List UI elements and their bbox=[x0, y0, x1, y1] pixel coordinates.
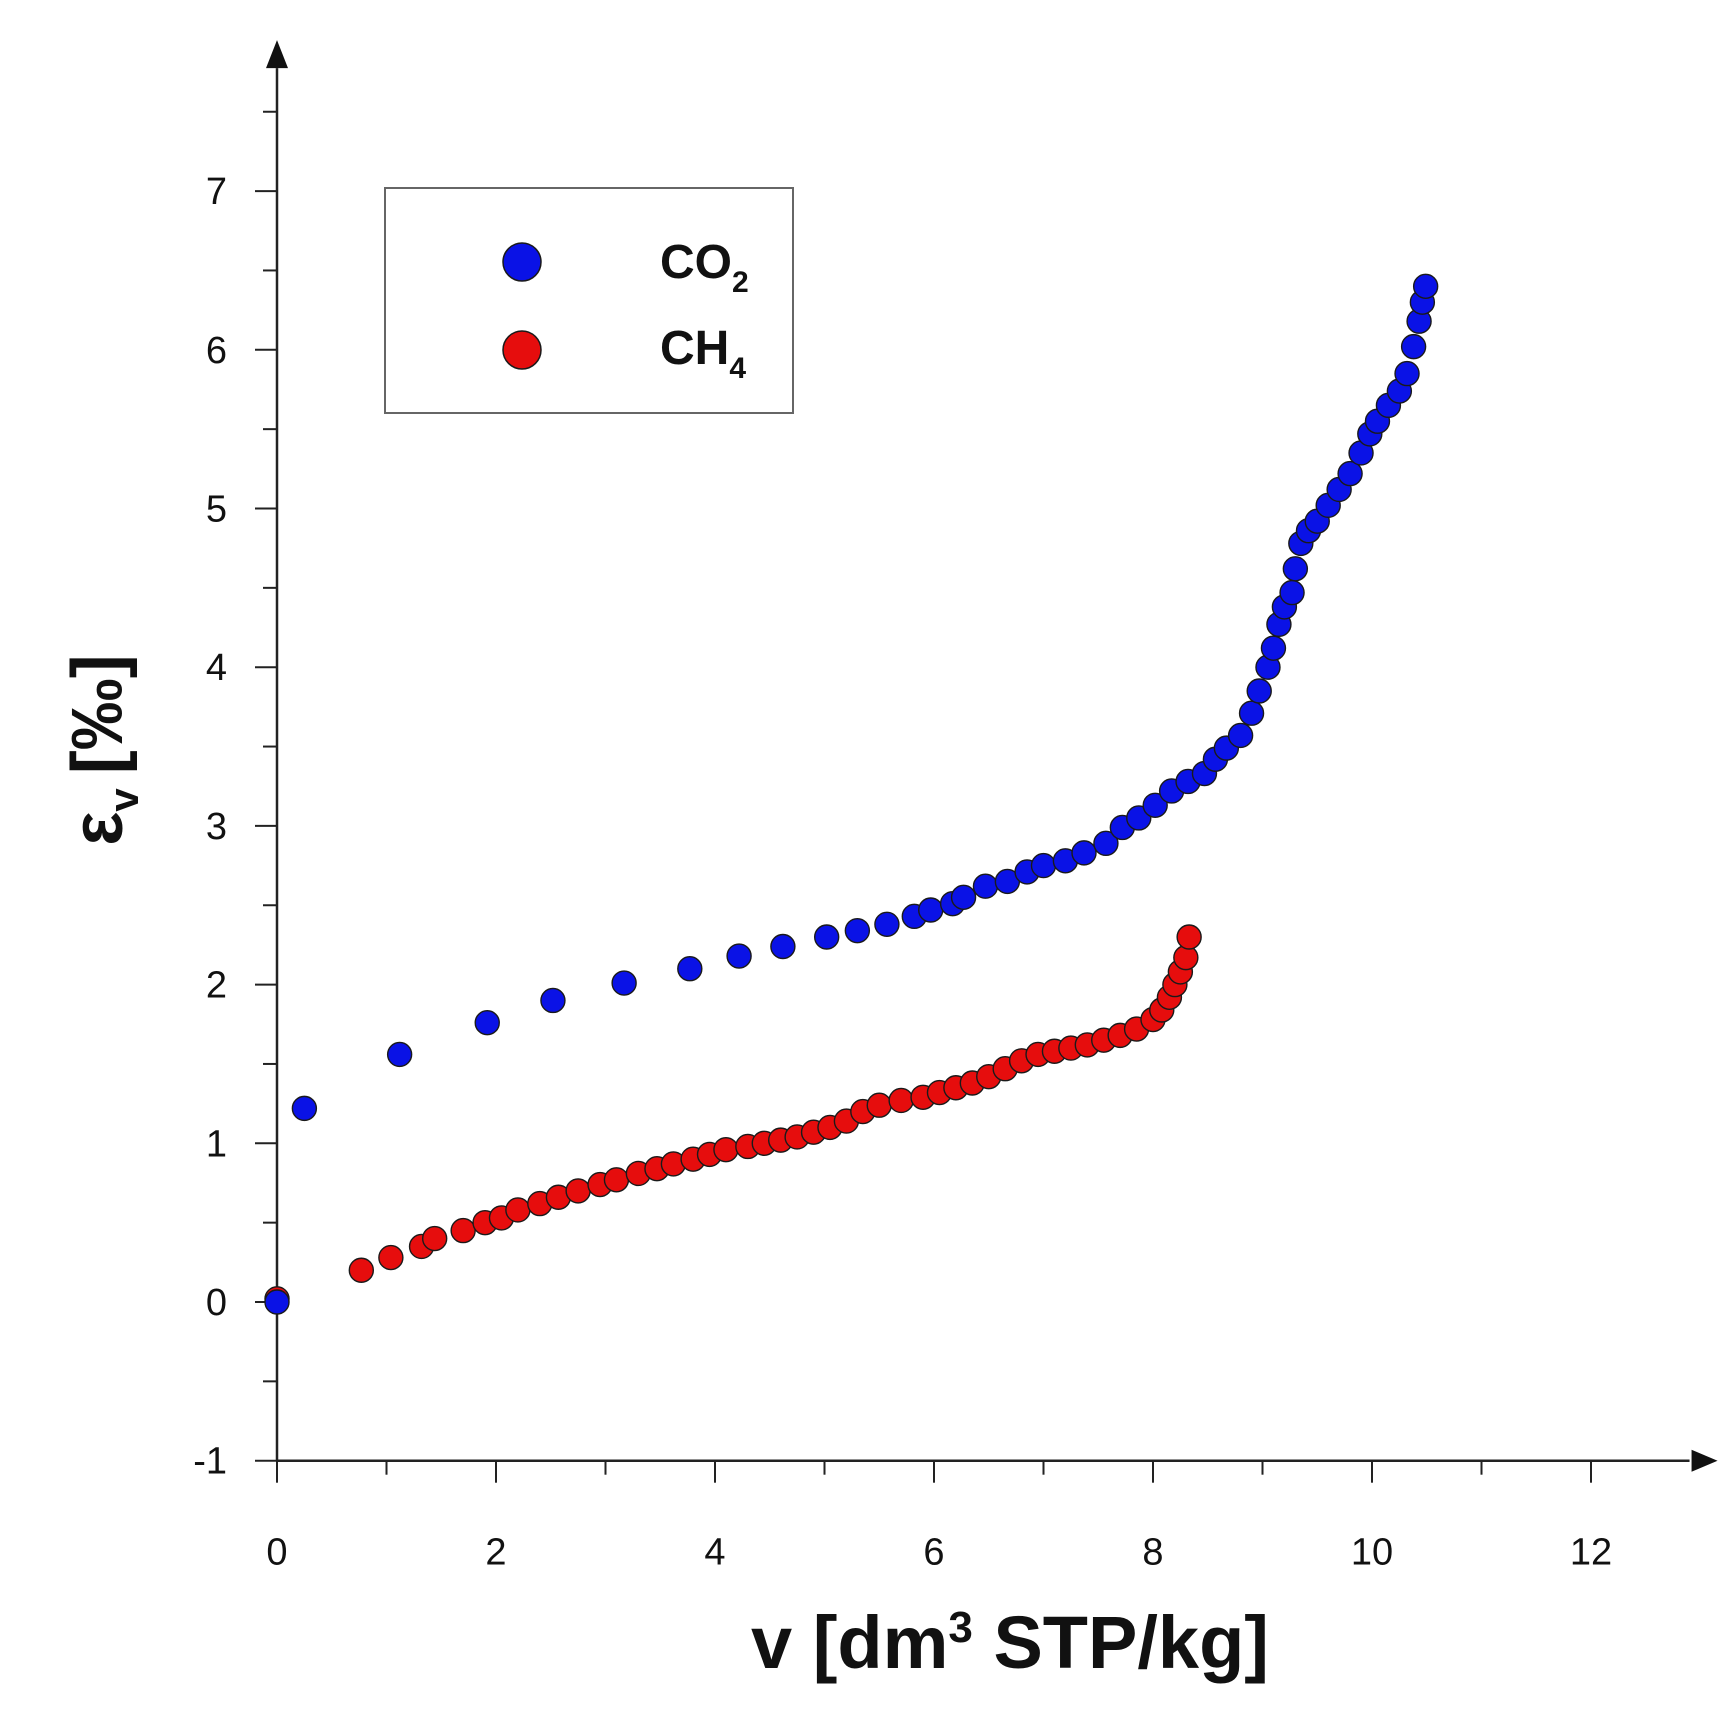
data-point-co2 bbox=[386, 1041, 413, 1068]
y-tick-label: 7 bbox=[206, 171, 227, 213]
x-tick-label: 4 bbox=[704, 1532, 725, 1574]
x-tick-label: 8 bbox=[1142, 1532, 1163, 1574]
data-point-ch4 bbox=[713, 1136, 739, 1163]
data-point-co2 bbox=[1238, 700, 1265, 726]
x-tick-label: 12 bbox=[1570, 1532, 1612, 1574]
x-tick-label: 10 bbox=[1351, 1532, 1393, 1574]
x-tick-label: 0 bbox=[266, 1532, 287, 1574]
legend-marker-ch4 bbox=[502, 330, 542, 370]
x-axis-title-prefix: v [dm bbox=[751, 1601, 948, 1684]
y-tick-label: 2 bbox=[206, 965, 227, 1007]
y-tick-label: 0 bbox=[206, 1282, 227, 1324]
data-point-co2 bbox=[1394, 360, 1420, 387]
x-axis-title-suffix: STP/kg] bbox=[973, 1601, 1269, 1684]
data-point-co2 bbox=[950, 884, 977, 911]
x-tick-label: 2 bbox=[485, 1532, 506, 1574]
data-point-co2 bbox=[1142, 792, 1168, 818]
data-point-ch4 bbox=[603, 1167, 630, 1193]
data-point-co2 bbox=[1337, 460, 1363, 487]
y-tick-label: 6 bbox=[206, 330, 227, 372]
data-point-co2 bbox=[844, 917, 871, 944]
data-point-co2 bbox=[474, 1009, 500, 1036]
y-tick-label: 5 bbox=[206, 489, 227, 531]
data-point-ch4 bbox=[1176, 924, 1202, 950]
data-point-co2 bbox=[540, 987, 566, 1014]
x-tick-label: 6 bbox=[923, 1532, 944, 1574]
data-points bbox=[264, 273, 1439, 1315]
legend-label-ch4-main: CH bbox=[660, 322, 729, 375]
data-point-co2 bbox=[874, 911, 900, 937]
legend: CO2 CH4 bbox=[384, 187, 794, 414]
series-co2 bbox=[264, 273, 1439, 1315]
y-tick-label: 1 bbox=[206, 1123, 227, 1165]
data-point-co2 bbox=[1071, 840, 1097, 866]
axes bbox=[266, 40, 1718, 1472]
y-axis-title-text: εv [‰] bbox=[58, 654, 147, 845]
y-axis-title-symbol: ε bbox=[58, 812, 138, 846]
y-axis-title-sub: v bbox=[100, 788, 147, 812]
data-point-co2 bbox=[677, 956, 703, 982]
x-axis-title-sup: 3 bbox=[948, 1603, 972, 1652]
data-point-co2 bbox=[1400, 333, 1427, 360]
legend-label-ch4: CH4 bbox=[660, 322, 746, 385]
y-tick-label: 4 bbox=[206, 647, 227, 689]
data-point-co2 bbox=[1412, 273, 1439, 300]
y-axis-arrowhead bbox=[266, 40, 288, 69]
data-point-ch4 bbox=[505, 1197, 531, 1223]
legend-label-co2-sub: 2 bbox=[732, 266, 749, 299]
legend-box bbox=[384, 187, 794, 414]
data-point-co2 bbox=[1246, 678, 1272, 704]
data-point-co2 bbox=[918, 897, 944, 923]
data-point-co2 bbox=[1260, 635, 1287, 661]
data-point-ch4 bbox=[866, 1092, 892, 1118]
legend-label-ch4-sub: 4 bbox=[729, 352, 746, 385]
data-point-ch4 bbox=[421, 1225, 448, 1252]
data-point-co2 bbox=[611, 970, 637, 996]
y-axis-title: εv [‰] bbox=[58, 654, 147, 845]
data-point-ch4 bbox=[378, 1244, 404, 1271]
data-point-co2 bbox=[726, 943, 752, 969]
data-point-co2 bbox=[1279, 579, 1305, 606]
data-point-co2 bbox=[264, 1289, 290, 1315]
data-point-ch4 bbox=[450, 1217, 476, 1244]
data-point-ch4 bbox=[565, 1178, 591, 1204]
y-tick-label: -1 bbox=[193, 1441, 227, 1483]
series-ch4 bbox=[264, 924, 1202, 1312]
data-point-co2 bbox=[972, 873, 999, 899]
ticks bbox=[255, 110, 1592, 1483]
data-point-co2 bbox=[291, 1095, 318, 1122]
y-tick-label: 3 bbox=[206, 806, 227, 848]
data-point-co2 bbox=[1093, 830, 1119, 857]
data-point-co2 bbox=[813, 924, 840, 950]
data-point-co2 bbox=[1030, 852, 1057, 879]
data-point-ch4 bbox=[348, 1257, 375, 1283]
data-point-co2 bbox=[1227, 722, 1254, 749]
legend-marker-co2 bbox=[502, 242, 542, 282]
y-axis-title-units: [‰] bbox=[58, 654, 138, 774]
legend-label-co2: CO2 bbox=[660, 236, 749, 299]
data-point-co2 bbox=[1282, 556, 1309, 582]
x-axis-arrowhead bbox=[1691, 1449, 1718, 1472]
legend-label-co2-main: CO bbox=[660, 236, 732, 289]
data-point-co2 bbox=[770, 933, 796, 960]
data-point-ch4 bbox=[888, 1087, 914, 1114]
x-axis-title: v [dm3 STP/kg] bbox=[751, 1601, 1269, 1684]
